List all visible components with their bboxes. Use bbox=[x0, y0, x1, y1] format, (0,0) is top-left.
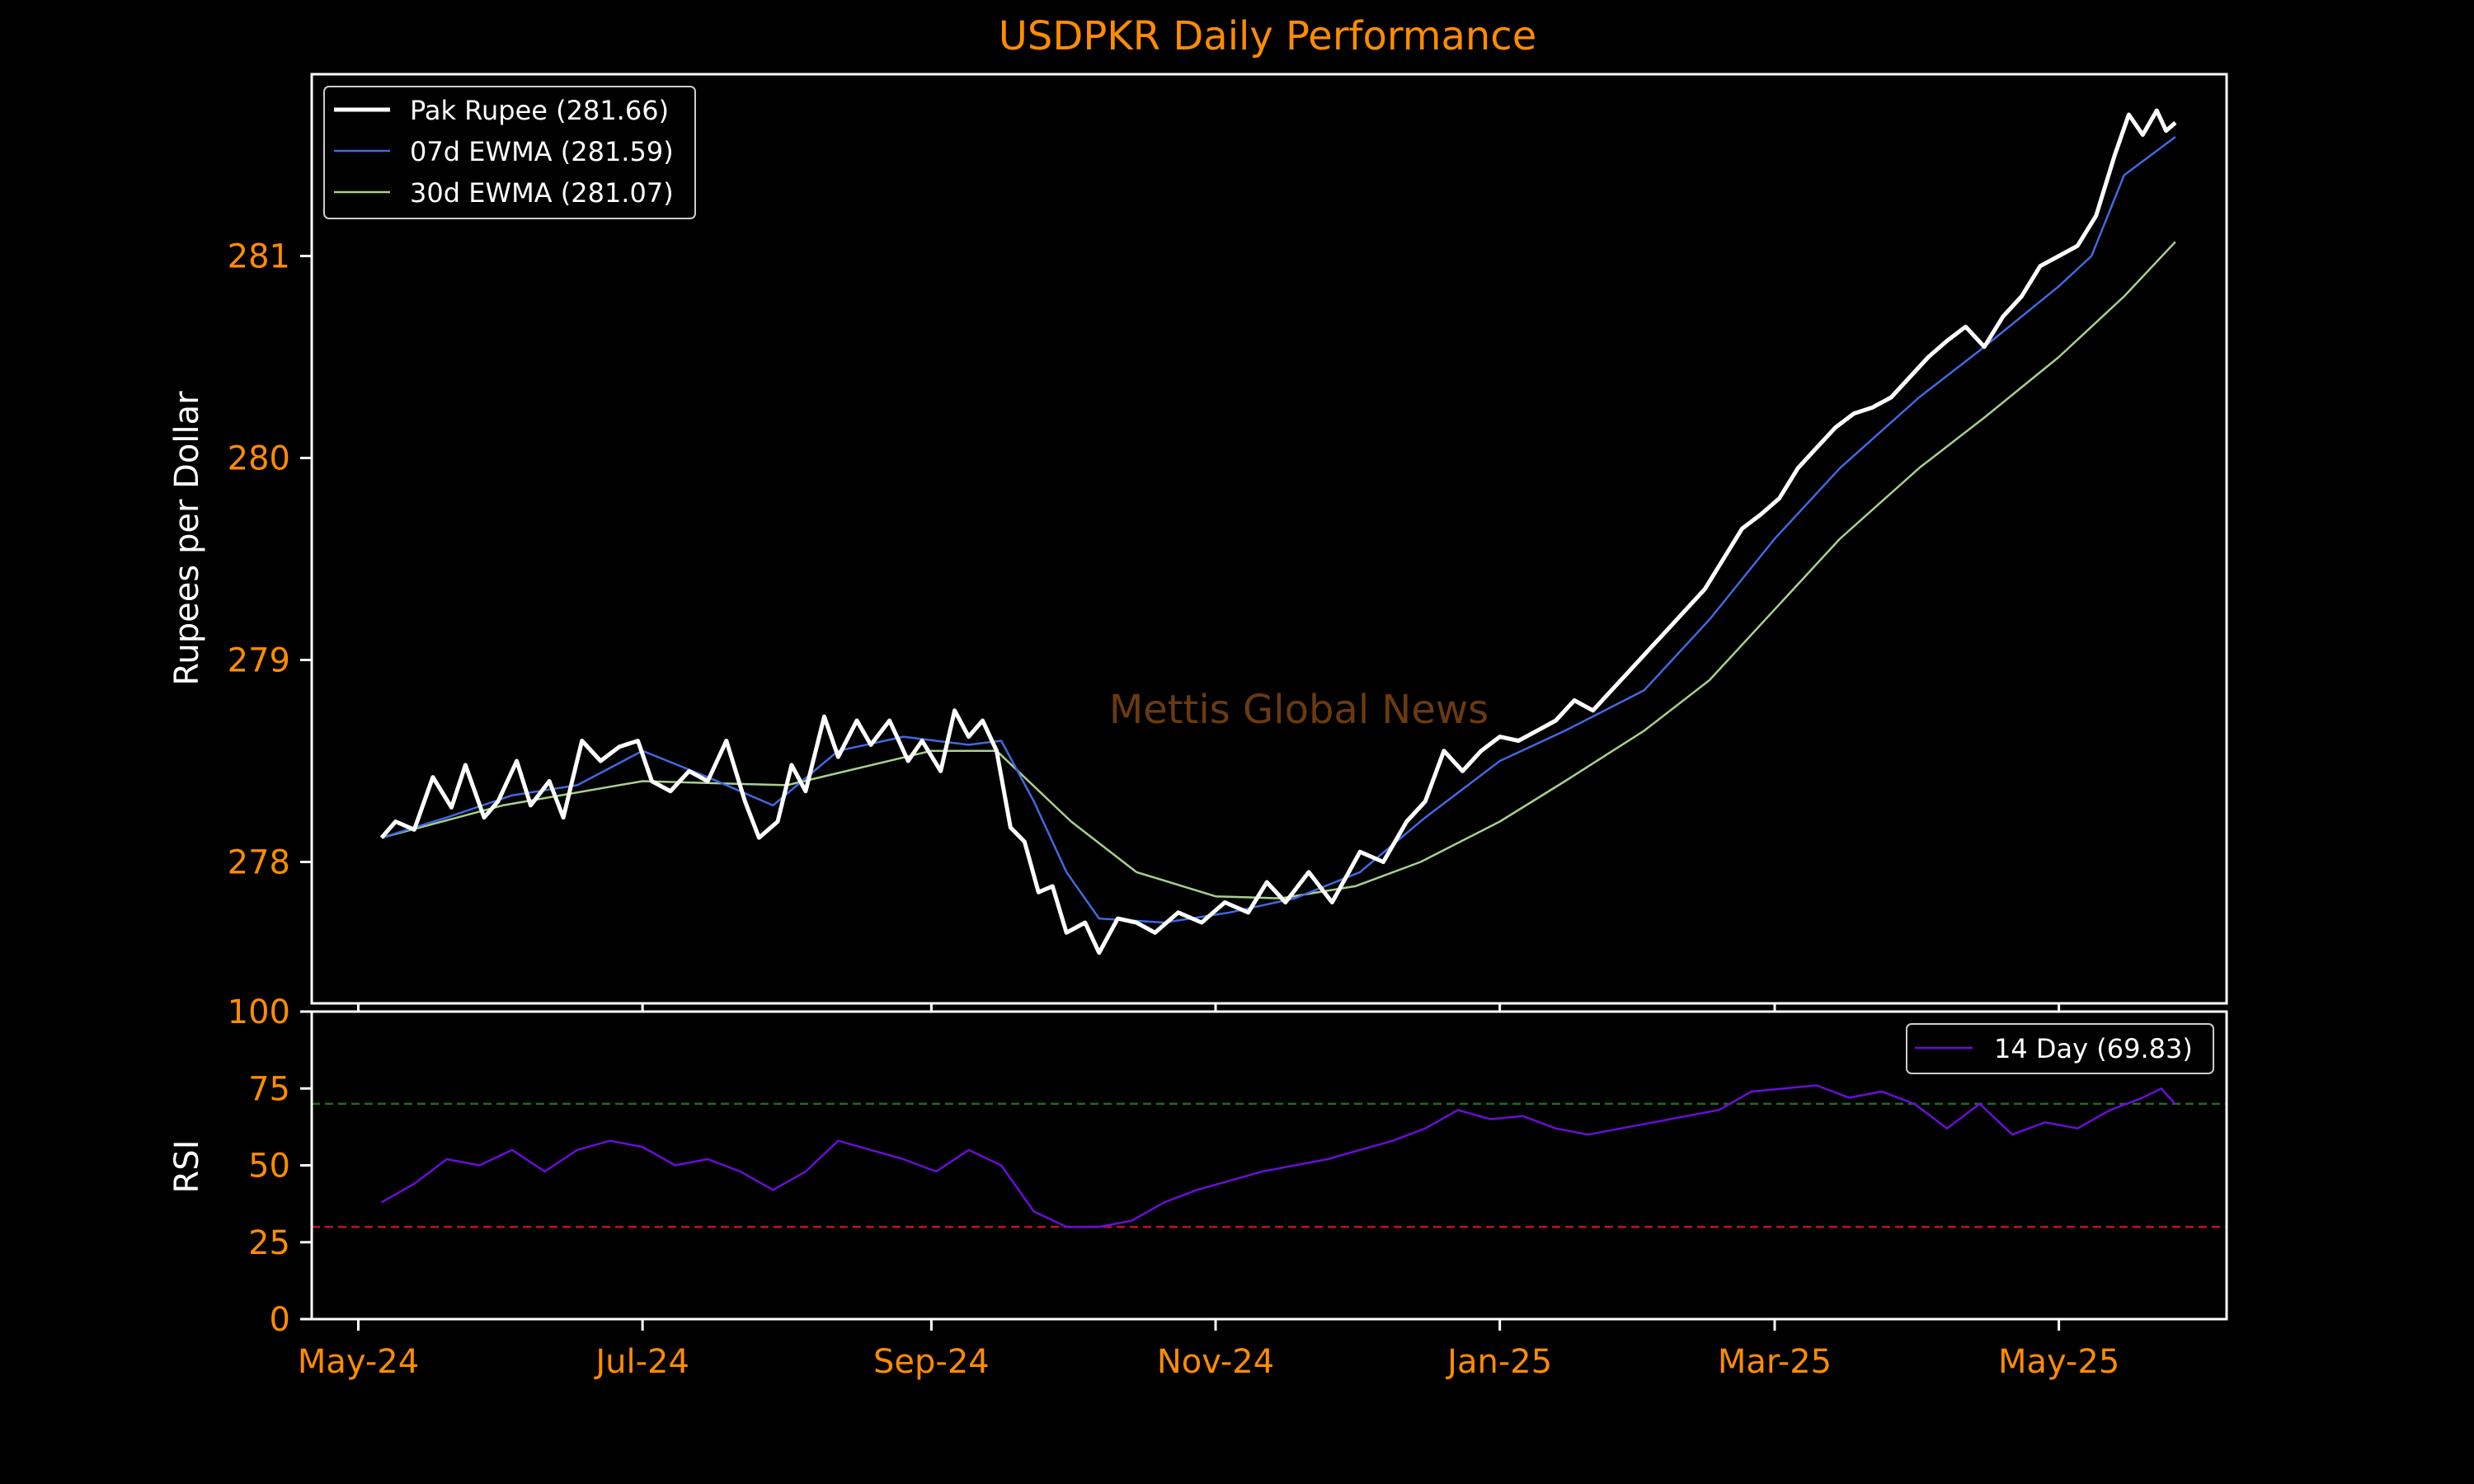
series-line-rsi-14-day bbox=[381, 1084, 2176, 1228]
x-tick-label: Nov-24 bbox=[1157, 1343, 1274, 1381]
price-y-tick-label: 280 bbox=[228, 440, 290, 478]
legend-label-pak-rupee: Pak Rupee (281.66) bbox=[410, 95, 669, 126]
price-series-layer bbox=[379, 108, 2177, 956]
price-legend: Pak Rupee (281.66) 07d EWMA (281.59) 30d… bbox=[323, 86, 696, 219]
x-axis: May-24 Jul-24 Sep-24 Nov-24 Jan-25 Mar-25 May-… bbox=[298, 1003, 2119, 1381]
legend-label-rsi: 14 Day (69.83) bbox=[1994, 1033, 2193, 1064]
x-tick-label: Sep-24 bbox=[873, 1343, 990, 1381]
rsi-y-axis-label: RSI bbox=[168, 1140, 206, 1194]
rsi-panel: 0 25 50 75 100 RSI 14 Day (69.83) bbox=[168, 993, 2228, 1339]
watermark: Mettis Global News bbox=[1109, 687, 1489, 733]
price-panel-frame bbox=[310, 73, 2228, 1005]
series-line-pak-rupee bbox=[379, 108, 2177, 956]
price-legend-box bbox=[323, 86, 696, 219]
price-y-axis: 278 279 280 281 bbox=[228, 238, 312, 882]
rsi-reference-lines bbox=[312, 1102, 2227, 1228]
rsi-series-layer bbox=[381, 1084, 2176, 1228]
rsi-y-tick-label: 50 bbox=[248, 1148, 290, 1186]
rsi-y-tick-label: 100 bbox=[228, 993, 290, 1031]
x-tick-label: May-25 bbox=[1998, 1343, 2119, 1381]
series-line-30d-ewma bbox=[381, 241, 2176, 899]
rsi-y-tick-label: 0 bbox=[270, 1301, 290, 1339]
x-tick-label: May-24 bbox=[298, 1343, 419, 1381]
x-tick-label: Jan-25 bbox=[1445, 1343, 1552, 1381]
rsi-y-tick-label: 25 bbox=[248, 1224, 290, 1262]
price-y-tick-label: 279 bbox=[228, 642, 290, 680]
rsi-legend-box bbox=[1906, 1023, 2214, 1074]
price-panel: Mettis Global News 278 279 280 281 Rupees p… bbox=[168, 73, 2228, 1005]
rsi-y-tick-label: 75 bbox=[248, 1070, 290, 1108]
rsi-y-axis: 0 25 50 75 100 bbox=[228, 993, 312, 1339]
chart-title: USDPKR Daily Performance bbox=[999, 13, 1536, 59]
x-tick-label: Jul-24 bbox=[593, 1343, 689, 1381]
price-y-tick-label: 281 bbox=[228, 238, 290, 276]
x-tick-label: Mar-25 bbox=[1718, 1343, 1832, 1381]
price-y-axis-label: Rupees per Dollar bbox=[168, 391, 206, 686]
legend-label-07d-ewma: 07d EWMA (281.59) bbox=[410, 136, 674, 167]
price-y-tick-label: 278 bbox=[228, 844, 290, 882]
legend-label-30d-ewma: 30d EWMA (281.07) bbox=[410, 177, 674, 209]
rsi-legend: 14 Day (69.83) bbox=[1906, 1023, 2214, 1074]
